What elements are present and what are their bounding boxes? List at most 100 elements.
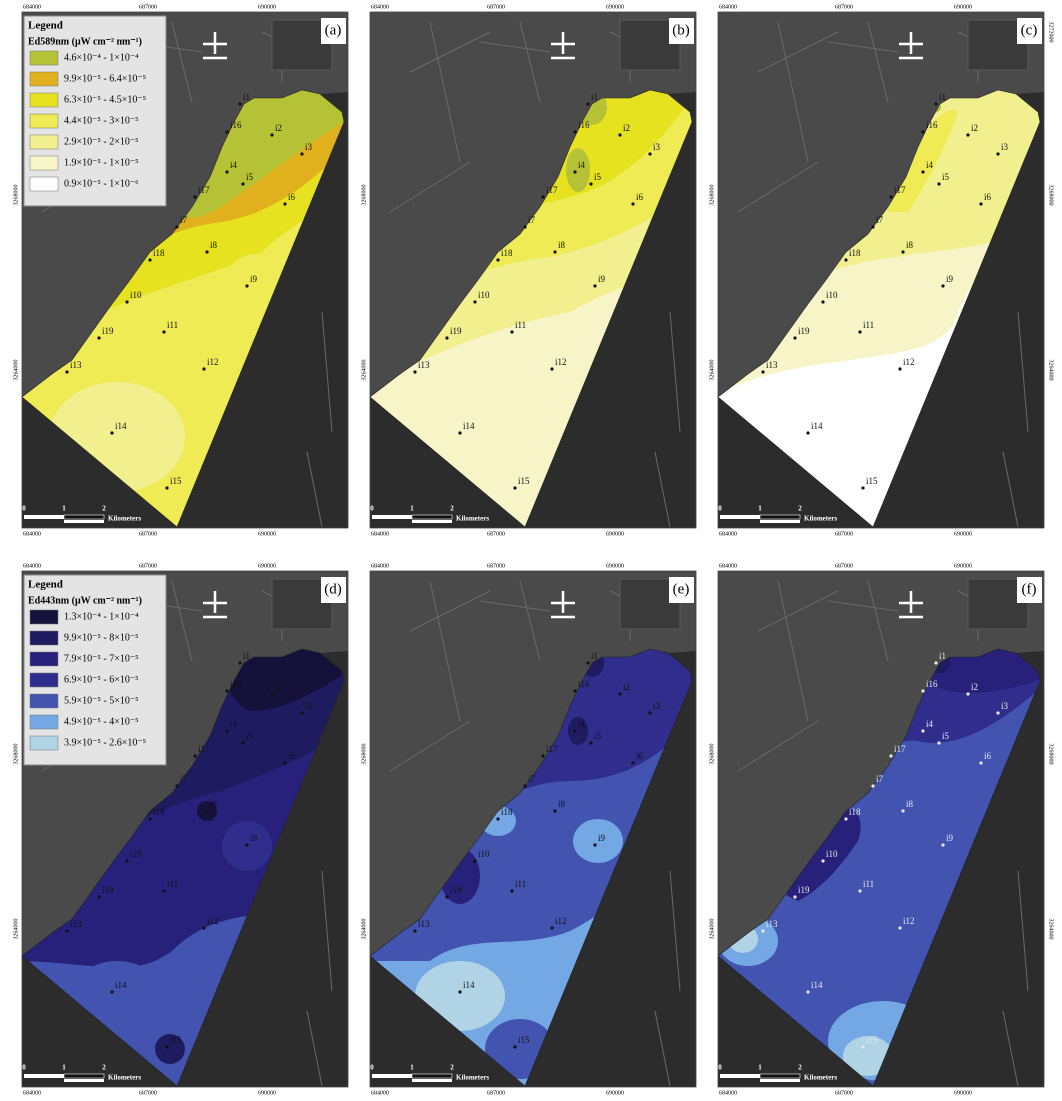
legend-label: 6.3×10⁻⁵ - 4.5×10⁻⁵ <box>64 94 146 105</box>
legend-title: Ed443nm (μW cm⁻² nm⁻¹) <box>28 595 142 606</box>
scale-unit: Kilometers <box>804 1074 837 1082</box>
station-label: i2 <box>971 123 978 133</box>
station-dot <box>618 133 622 137</box>
y-tick-label: 3268000 <box>709 185 715 206</box>
road <box>1002 451 1019 528</box>
station-label: i19 <box>450 326 462 336</box>
x-tick-label: 684000 <box>371 1090 389 1096</box>
station-dot <box>193 195 197 199</box>
scale-label: 2 <box>450 1064 454 1072</box>
legend-label: 2.9×10⁻⁵ - 2×10⁻⁵ <box>64 136 139 147</box>
legend-swatch <box>29 630 59 646</box>
scale-label: 0 <box>22 505 26 513</box>
station-dot <box>523 225 527 229</box>
station-label: i8 <box>558 240 566 250</box>
scale-label: 2 <box>798 505 802 513</box>
station-dot <box>65 370 69 374</box>
station-dot <box>996 711 1000 715</box>
legend-swatch <box>29 155 59 171</box>
scale-label: 0 <box>370 505 374 513</box>
x-tick-label: 687000 <box>139 531 157 537</box>
zone <box>918 649 1040 693</box>
y-tick-label: 3268000 <box>361 185 367 206</box>
station-dot <box>966 692 970 696</box>
x-tick-label: 684000 <box>719 1090 737 1096</box>
y-tick-label: 3268000 <box>13 185 19 206</box>
study-area-outline <box>717 89 1041 528</box>
zone <box>843 1036 893 1076</box>
station-label: i18 <box>501 807 513 817</box>
station-dot <box>205 250 209 254</box>
station-label: i11 <box>515 320 526 330</box>
station-dot <box>937 741 941 745</box>
road <box>479 600 551 612</box>
x-tick-label: 684000 <box>371 4 389 10</box>
station-dot <box>550 926 554 930</box>
station-dot <box>445 895 449 899</box>
legend-swatch <box>29 71 59 87</box>
station-label: i19 <box>450 885 462 895</box>
scale-label: 1 <box>410 1064 414 1072</box>
map-panel: i1 i16 i2 i3 i4 i5 i6 i17 i7 i8 i18 i9 i10 i19 i11 i13 i… <box>361 563 697 1096</box>
scale-label: 0 <box>718 505 722 513</box>
y-tick-label: 3264000 <box>709 360 715 381</box>
legend-label: 4.4×10⁻⁵ - 3×10⁻⁵ <box>64 115 139 126</box>
station-dot <box>858 330 862 334</box>
station-label: i14 <box>115 421 127 431</box>
x-tick-label: 687000 <box>487 563 505 569</box>
scale-label: 1 <box>62 1064 66 1072</box>
station-dot <box>937 182 941 186</box>
station-label: i12 <box>555 357 567 367</box>
road <box>171 580 193 662</box>
panel-frame <box>717 570 1045 1088</box>
x-tick-label: 687000 <box>835 563 853 569</box>
station-dot <box>761 370 765 374</box>
station-dot <box>97 895 101 899</box>
station-label: i1 <box>243 651 250 661</box>
station-label: i1 <box>591 651 598 661</box>
road <box>1002 1010 1019 1087</box>
station-label: i3 <box>653 142 661 152</box>
station-dot <box>523 784 527 788</box>
station-dot <box>806 990 810 994</box>
road <box>321 870 333 992</box>
station-dot <box>225 130 229 134</box>
panel-frame <box>717 11 1045 529</box>
station-label: i10 <box>826 849 838 859</box>
x-tick-label: 687000 <box>835 1090 853 1096</box>
road <box>429 580 461 722</box>
station-label: i11 <box>167 879 178 889</box>
station-label: i6 <box>288 751 296 761</box>
station-dot <box>573 130 577 134</box>
study-area-outline <box>717 648 1041 1087</box>
panel-label-box <box>1017 577 1042 603</box>
station-label: i18 <box>153 248 165 258</box>
station-dot <box>648 711 652 715</box>
land <box>718 12 1044 397</box>
station-label: i11 <box>515 879 526 889</box>
station-dot <box>300 152 304 156</box>
station-label: i18 <box>849 248 861 258</box>
station-label: i10 <box>478 849 490 859</box>
station-dot <box>413 370 417 374</box>
station-dot <box>573 170 577 174</box>
scale-bar <box>412 1079 452 1082</box>
x-tick-label: 690000 <box>954 531 972 537</box>
land <box>370 571 696 956</box>
station-label: i13 <box>418 360 430 370</box>
station-label: i8 <box>210 240 218 250</box>
station-dot <box>550 367 554 371</box>
scale-bar <box>64 1079 104 1082</box>
panel-label: (e) <box>673 581 690 597</box>
station-label: i5 <box>246 172 254 182</box>
station-dot <box>821 300 825 304</box>
station-label: i9 <box>598 833 606 843</box>
legend-swatch <box>29 50 59 66</box>
station-dot <box>553 250 557 254</box>
station-label: i14 <box>115 980 127 990</box>
scale-bar <box>372 515 412 519</box>
scale-label: 2 <box>450 505 454 513</box>
station-label: i10 <box>478 290 490 300</box>
zone <box>778 807 861 901</box>
scale-bar <box>759 1073 801 1079</box>
